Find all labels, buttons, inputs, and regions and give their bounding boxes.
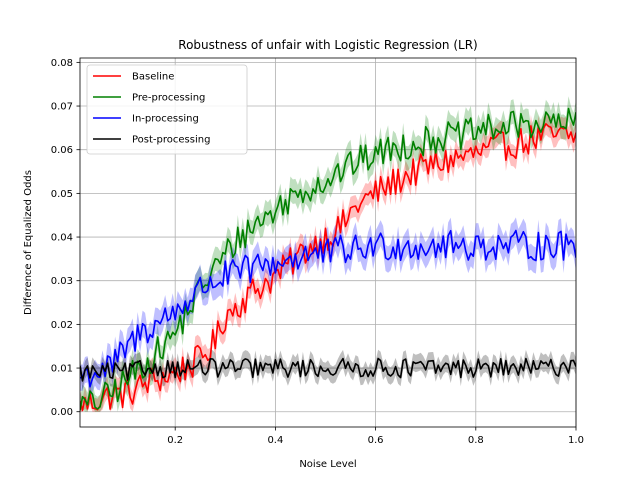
chart-title: Robustness of unfair with Logistic Regre… [178, 38, 477, 52]
x-tick-label: 1.0 [568, 435, 584, 446]
y-tick-label: 0.05 [51, 189, 73, 200]
baseline-band [80, 113, 576, 412]
y-tick-label: 0.00 [51, 407, 73, 418]
legend-label-baseline: Baseline [132, 72, 174, 83]
x-tick-label: 0.2 [167, 435, 183, 446]
y-tick-label: 0.08 [51, 58, 73, 69]
y-tick-label: 0.04 [51, 233, 73, 244]
x-axis-title: Noise Level [299, 459, 356, 470]
x-axis-ticks: 0.2 0.4 0.6 0.8 1.0 [167, 427, 584, 446]
y-tick-label: 0.07 [51, 102, 73, 113]
y-tick-label: 0.06 [51, 145, 73, 156]
y-tick-label: 0.01 [51, 364, 73, 375]
y-tick-label: 0.02 [51, 320, 73, 331]
legend-label-pre-processing: Pre-processing [132, 93, 205, 104]
legend: Baseline Pre-processing In-processing Post-… [86, 64, 248, 155]
in-processing-line [80, 229, 576, 388]
plot-frame [79, 57, 577, 428]
legend-box [86, 64, 248, 155]
x-tick-label: 0.8 [468, 435, 484, 446]
y-axis-title: Difference of Equalized Odds [23, 170, 34, 315]
in-processing-band [80, 217, 576, 400]
y-tick-label: 0.03 [51, 276, 73, 287]
legend-label-in-processing: In-processing [132, 114, 199, 125]
y-axis-ticks: 0.00 0.01 0.02 0.03 0.04 0.05 0.06 0.07 0.08 [51, 58, 80, 418]
series-lines [80, 107, 576, 412]
pre-processing-line [80, 107, 576, 411]
post-processing-line [80, 357, 576, 382]
x-tick-label: 0.4 [267, 435, 283, 446]
x-tick-label: 0.6 [368, 435, 384, 446]
legend-label-post-processing: Post-processing [132, 135, 210, 146]
